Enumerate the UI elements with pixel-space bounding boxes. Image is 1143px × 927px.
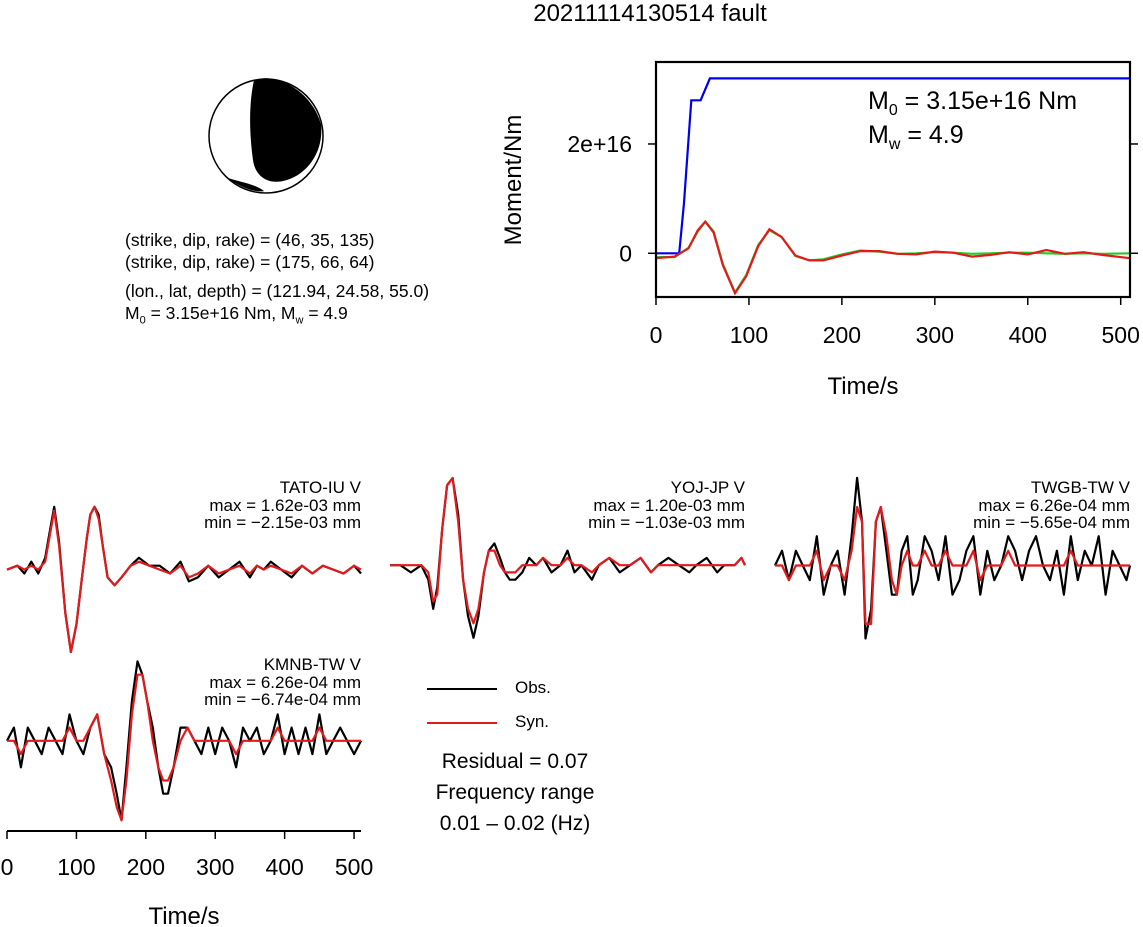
moment-series-2 — [655, 219, 1131, 296]
waveform-x-axis-label: Time/s — [148, 903, 219, 927]
legend-obs-swatch — [427, 688, 497, 690]
waveform-annotation-2-1: min = −1.03e-03 mm — [588, 513, 745, 532]
waveform-title-2: YOJ-JP V — [671, 478, 746, 497]
waveform-4-series-1 — [7, 673, 361, 822]
moment-annotation-mw: Mw = 4.9 — [868, 121, 964, 153]
nodal-plane-2: (strike, dip, rake) = (175, 66, 64) — [125, 252, 375, 272]
waveform-2-series-1 — [390, 476, 746, 625]
moment-y-tick-label: 2e+16 — [567, 131, 632, 157]
inversion-stats: Residual = 0.07 Frequency range 0.01 – 0… — [395, 746, 635, 839]
frequency-range-value: 0.01 – 0.02 (Hz) — [439, 812, 591, 835]
moment-x-tick-label: 200 — [823, 322, 861, 348]
waveform-title-1: TATO-IU V — [280, 478, 362, 497]
beachball-compression-quadrant-1 — [250, 78, 322, 182]
legend-obs: Obs. — [420, 678, 620, 712]
waveform-x-tick-label: 500 — [335, 854, 373, 880]
waveform-title-4: KMNB-TW V — [264, 655, 362, 674]
moment-plot-frame — [654, 60, 1132, 299]
waveform-annotation-3-0: max = 6.26e-04 mm — [978, 496, 1130, 515]
moment-annotation-m0: M0 = 3.15e+16 Nm — [868, 87, 1077, 119]
waveform-title-3: TWGB-TW V — [1031, 478, 1131, 497]
moment-x-axis-label: Time/s — [827, 373, 898, 400]
waveform-annotation-1-1: min = −2.15e-03 mm — [204, 513, 361, 532]
waveform-x-tick-label: 400 — [265, 854, 303, 880]
moment-x-tick-label: 500 — [1102, 322, 1140, 348]
waveform-3-series-1 — [775, 505, 1130, 625]
waveform-x-tick-label: 300 — [196, 854, 234, 880]
residual: Residual = 0.07 — [441, 750, 589, 773]
waveform-x-tick-label: 100 — [57, 854, 95, 880]
hypocenter-location: (lon., lat, depth) = (121.94, 24.58, 55.… — [125, 281, 430, 301]
moment-y-tick-label: 0 — [619, 240, 632, 266]
moment-series-0 — [656, 77, 1130, 255]
waveform-annotation-3-1: min = −5.65e-04 mm — [973, 513, 1130, 532]
page-title: 20211114130514 fault — [533, 0, 767, 27]
legend-syn-swatch — [427, 722, 497, 724]
moment-x-tick-label: 400 — [1009, 322, 1047, 348]
moment-x-tick-label: 0 — [650, 322, 663, 348]
waveform-annotation-1-0: max = 1.62e-03 mm — [209, 496, 361, 515]
waveform-annotation-4-1: min = −6.74e-04 mm — [204, 690, 361, 709]
frequency-range-title: Frequency range — [435, 781, 595, 804]
moment-magnitude-line: M0 = 3.15e+16 Nm, Mw = 4.9 — [125, 303, 348, 327]
waveform-x-tick-label: 0 — [1, 854, 14, 880]
legend-syn: Syn. — [420, 712, 620, 746]
waveform-annotation-2-0: max = 1.20e-03 mm — [593, 496, 745, 515]
waveform-legend: Obs. Syn. — [420, 678, 620, 746]
moment-x-tick-label: 300 — [916, 322, 954, 348]
moment-y-axis-label: Moment/Nm — [500, 115, 527, 246]
beachball-compression-quadrant-2 — [228, 178, 264, 192]
waveform-x-tick-label: 200 — [127, 854, 165, 880]
waveform-1-series-1 — [6, 505, 362, 654]
fault-parameters: (strike, dip, rake) = (46, 35, 135) (str… — [125, 229, 429, 332]
moment-x-tick-label: 100 — [730, 322, 768, 348]
waveform-annotation-4-0: max = 6.26e-04 mm — [209, 673, 361, 692]
nodal-plane-1: (strike, dip, rake) = (46, 35, 135) — [125, 230, 375, 250]
